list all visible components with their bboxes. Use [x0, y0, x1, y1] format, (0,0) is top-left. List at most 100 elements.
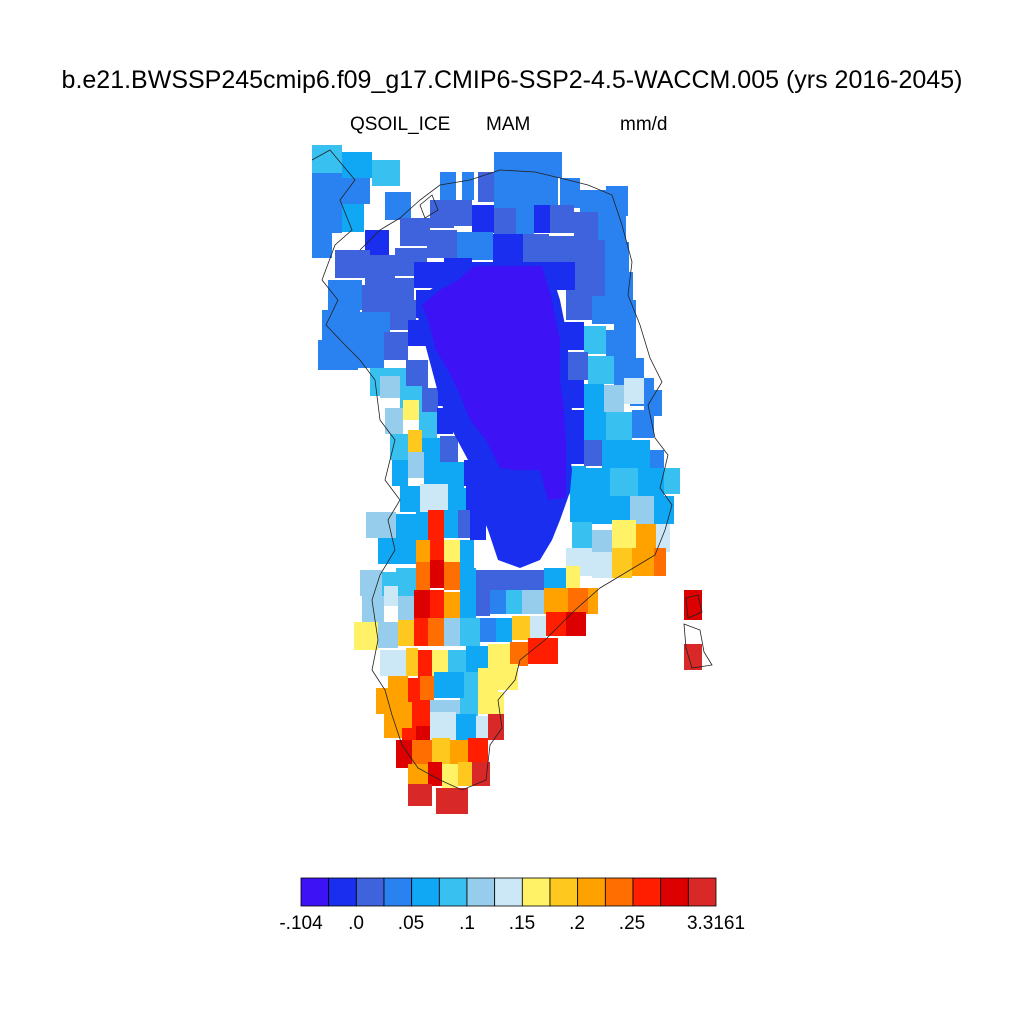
- colorbar-tick-label: .1: [459, 913, 475, 934]
- grid-cell: [358, 340, 384, 368]
- grid-cell: [476, 570, 492, 596]
- grid-cell: [362, 285, 392, 315]
- grid-cell: [472, 205, 494, 233]
- coastline: [311, 149, 713, 791]
- grid-cell: [432, 650, 448, 678]
- grid-cell: [398, 620, 414, 646]
- grid-cell: [544, 588, 568, 614]
- grid-cell: [392, 460, 408, 486]
- grid-cell: [396, 514, 416, 540]
- grid-cell: [408, 430, 422, 452]
- grid-cell: [570, 494, 590, 522]
- grid-cell: [360, 570, 382, 596]
- grid-cell: [536, 178, 558, 208]
- grid-cell: [550, 205, 574, 233]
- grid-cell: [458, 510, 470, 538]
- grid-cell: [460, 592, 476, 620]
- grid-cell: [444, 540, 460, 568]
- grid-cell: [448, 488, 466, 514]
- grid-cell: [378, 538, 398, 564]
- grid-cell: [440, 436, 458, 462]
- grid-cell: [470, 512, 486, 540]
- grid-cell: [400, 486, 420, 512]
- grid-cell: [516, 208, 534, 236]
- units-label: mm/d: [620, 114, 668, 135]
- grid-cell: [588, 588, 598, 614]
- grid-cell: [403, 400, 419, 420]
- grid-cell: [430, 712, 456, 740]
- grid-cell: [412, 740, 432, 768]
- grid-cell: [632, 410, 654, 438]
- grid-cell: [606, 412, 632, 440]
- grid-cell: [605, 242, 629, 272]
- grid-cell: [396, 568, 416, 596]
- grid-cell: [419, 412, 437, 438]
- grid-cell: [384, 712, 402, 738]
- grid-cell: [408, 452, 424, 478]
- grid-cell: [590, 496, 630, 524]
- grid-cell: [422, 438, 440, 464]
- colorbar-tick-label: .0: [348, 913, 364, 934]
- grid-cell: [510, 642, 528, 666]
- grid-cell: [414, 618, 428, 646]
- grid-cell: [440, 172, 456, 202]
- grid-cell: [492, 570, 544, 590]
- grid-cell: [568, 588, 588, 614]
- grid-cell: [512, 152, 530, 178]
- grid-cell: [612, 520, 636, 548]
- grid-cell: [398, 538, 416, 564]
- grid-cell: [568, 352, 588, 380]
- grid-cell: [428, 618, 444, 646]
- grid-cell: [460, 618, 480, 646]
- colorbar-tick-label: .15: [508, 913, 536, 934]
- grid-cell: [342, 178, 370, 204]
- grid-cell: [476, 592, 490, 616]
- grid-cell: [494, 208, 516, 236]
- colorbar-tick-label: .05: [397, 913, 425, 934]
- grid-cell: [422, 388, 438, 414]
- grid-cell: [512, 616, 530, 640]
- grid-cell: [444, 462, 464, 488]
- grid-cell: [664, 468, 680, 494]
- grid-cell: [432, 738, 450, 766]
- variable-label: QSOIL_ICE: [350, 114, 451, 135]
- grid-cell: [428, 510, 444, 540]
- grid-cell: [342, 152, 372, 178]
- grid-cell: [400, 218, 430, 246]
- grid-cell: [460, 540, 474, 568]
- grid-cell: [490, 590, 506, 614]
- grid-cell: [322, 310, 360, 340]
- map-grid-cells: [312, 145, 702, 814]
- grid-cell: [458, 762, 472, 786]
- grid-cell: [444, 592, 460, 620]
- grid-cell: [572, 522, 592, 548]
- grid-cell: [468, 738, 488, 764]
- grid-cell: [428, 762, 442, 786]
- grid-cell: [420, 676, 434, 702]
- grid-cell: [414, 590, 430, 618]
- grid-cell: [408, 678, 420, 704]
- grid-cell: [480, 618, 496, 642]
- grid-cell: [460, 568, 476, 596]
- grid-cell: [450, 740, 468, 768]
- grid-cell: [427, 230, 457, 258]
- grid-cell: [546, 612, 566, 636]
- grid-cell: [534, 205, 550, 233]
- grid-cell: [566, 612, 586, 636]
- grid-cell: [606, 186, 628, 216]
- grid-cell: [434, 672, 464, 698]
- grid-cell: [448, 650, 466, 674]
- grid-cell: [612, 548, 632, 578]
- grid-cell: [398, 596, 414, 622]
- colorbar-tick-label: 3.3161: [686, 913, 746, 934]
- colorbar-tick-label: .2: [569, 913, 585, 934]
- grid-cell: [592, 296, 614, 324]
- grid-cell: [392, 278, 414, 306]
- grid-cell: [488, 714, 504, 740]
- grid-cell: [328, 280, 362, 310]
- grid-cell: [624, 378, 644, 404]
- grid-cell: [560, 178, 580, 208]
- grid-cell: [588, 356, 614, 384]
- grid-cell: [496, 618, 512, 642]
